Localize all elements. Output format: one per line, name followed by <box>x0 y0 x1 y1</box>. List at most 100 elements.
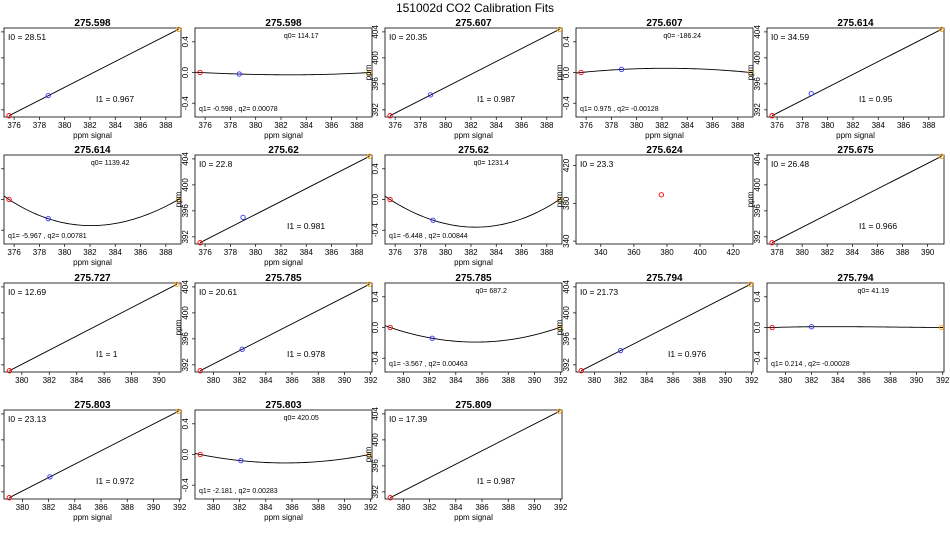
y-tick-label: 0.0 <box>181 448 190 460</box>
x-tick-label: 376 <box>198 121 212 130</box>
data-point-red <box>769 113 775 119</box>
fit-line <box>390 410 560 499</box>
x-tick-label: 400 <box>693 248 707 257</box>
data-point-red <box>769 324 775 331</box>
data-point-orange <box>747 281 754 287</box>
x-tick-label: 386 <box>515 248 529 257</box>
y-tick-label: 396 <box>181 204 190 218</box>
panel-title: 275.803 <box>74 400 111 411</box>
x-tick-label: 392 <box>364 376 378 385</box>
fit-line <box>581 283 751 372</box>
fit-line <box>200 283 370 372</box>
x-tick-label: 380 <box>660 248 674 257</box>
x-tick-label: 360 <box>627 248 641 257</box>
x-tick-label: 384 <box>846 248 860 257</box>
panel-title: 275.598 <box>74 18 111 29</box>
data-point-blue <box>239 346 245 352</box>
data-point-orange <box>747 69 754 76</box>
data-point-blue <box>45 92 51 99</box>
slope-annotation: I1 = 0.981 <box>287 221 325 231</box>
y-axis-label: ppm <box>364 446 373 462</box>
x-tick-label: 382 <box>274 121 288 130</box>
x-tick-label: 386 <box>97 376 111 385</box>
x-tick-label: 384 <box>681 121 695 130</box>
slope-annotation: I1 = 0.987 <box>477 476 515 486</box>
y-axis-label: ppm <box>555 319 564 335</box>
panel-title: 275.727 <box>74 273 111 284</box>
data-point-orange <box>556 26 563 32</box>
plot-frame <box>384 409 563 500</box>
x-tick-label: 388 <box>540 248 554 257</box>
x-tick-label: 376 <box>7 248 21 257</box>
x-tick-label: 388 <box>125 376 139 385</box>
data-point-orange <box>175 26 182 32</box>
plot-frame <box>575 282 754 373</box>
x-tick-label: 386 <box>706 121 720 130</box>
x-tick-label: 380 <box>207 376 221 385</box>
x-tick-label: 380 <box>58 248 72 257</box>
x-tick-label: 420 <box>726 248 740 257</box>
x-tick-label: 380 <box>16 503 30 512</box>
x-tick-label: 382 <box>233 376 247 385</box>
x-tick-label: 388 <box>693 376 707 385</box>
slope-annotation: I1 = 0.95 <box>859 94 893 104</box>
y-tick-label: 404 <box>181 280 190 294</box>
intercept-annotation: I0 = 23.13 <box>8 414 46 424</box>
x-axis-label: ppm signal <box>73 258 112 267</box>
x-tick-label: 378 <box>796 121 810 130</box>
x-tick-label: 386 <box>134 248 148 257</box>
data-point-orange <box>366 69 373 76</box>
y-tick-label: 396 <box>181 332 190 346</box>
x-tick-label: 378 <box>414 248 428 257</box>
x-tick-label: 384 <box>109 248 123 257</box>
plot-frame <box>766 27 945 118</box>
q0-annotation: q0= 420.05 <box>284 415 319 422</box>
q0-annotation: q0= -186.24 <box>663 33 701 40</box>
slope-annotation: I1 = 0.976 <box>668 349 706 359</box>
q0-annotation: q0= 41.19 <box>858 288 889 295</box>
x-axis-label: ppm signal <box>454 258 493 267</box>
fit-curve <box>195 453 372 464</box>
q1-q2-annotation: q1= -0.598 , q2= 0.00078 <box>199 106 278 113</box>
panel-8: 275.62 376 378 380 382 384 386 388 -0.4 0.0 0.4 ppm… <box>371 145 563 267</box>
x-tick-label: 380 <box>397 376 411 385</box>
fit-curve <box>3 195 182 227</box>
x-tick-label: 378 <box>224 248 238 257</box>
fit-line <box>771 155 942 244</box>
q0-annotation: q0= 114.17 <box>284 33 319 40</box>
x-tick-label: 380 <box>795 248 809 257</box>
data-point-blue <box>618 66 625 73</box>
x-tick-label: 382 <box>423 503 437 512</box>
x-tick-label: 384 <box>68 503 82 512</box>
x-tick-label: 382 <box>655 121 669 130</box>
y-tick-label: 404 <box>753 152 762 166</box>
plot-frame <box>384 282 563 373</box>
x-tick-label: 340 <box>594 248 608 257</box>
y-tick-label: 0.4 <box>371 291 380 303</box>
data-point-red <box>6 495 12 501</box>
data-point-red <box>6 113 12 119</box>
data-point-orange <box>366 153 373 159</box>
q1-q2-annotation: q1= -2.181 , q2= 0.00283 <box>199 488 278 495</box>
y-tick-label: -0.4 <box>181 478 190 492</box>
y-tick-label: -0.4 <box>562 96 571 110</box>
x-tick-label: 386 <box>897 121 911 130</box>
data-point-orange <box>556 196 563 203</box>
y-axis-label: ppm <box>174 319 183 335</box>
y-tick-label: 392 <box>753 103 762 117</box>
panel-title: 275.809 <box>455 400 492 411</box>
panel-grid: 275.598 376 378 380 382 384 386 388 392 396 400 404… <box>1 18 950 522</box>
data-point-red <box>578 368 584 374</box>
intercept-annotation: I0 = 20.61 <box>199 287 237 297</box>
panel-2: 275.598 376 378 380 382 384 386 388 -0.4 0.0 0.4 pp… <box>181 18 373 140</box>
y-tick-label: 0.0 <box>562 66 571 78</box>
plot-frame <box>3 409 182 500</box>
x-tick-label: 386 <box>857 376 871 385</box>
x-tick-label: 376 <box>198 248 212 257</box>
x-tick-label: 382 <box>43 376 57 385</box>
x-tick-label: 388 <box>896 248 910 257</box>
x-tick-label: 388 <box>121 503 135 512</box>
fit-line <box>199 155 370 244</box>
x-tick-label: 382 <box>83 248 97 257</box>
data-point-red <box>6 368 13 374</box>
